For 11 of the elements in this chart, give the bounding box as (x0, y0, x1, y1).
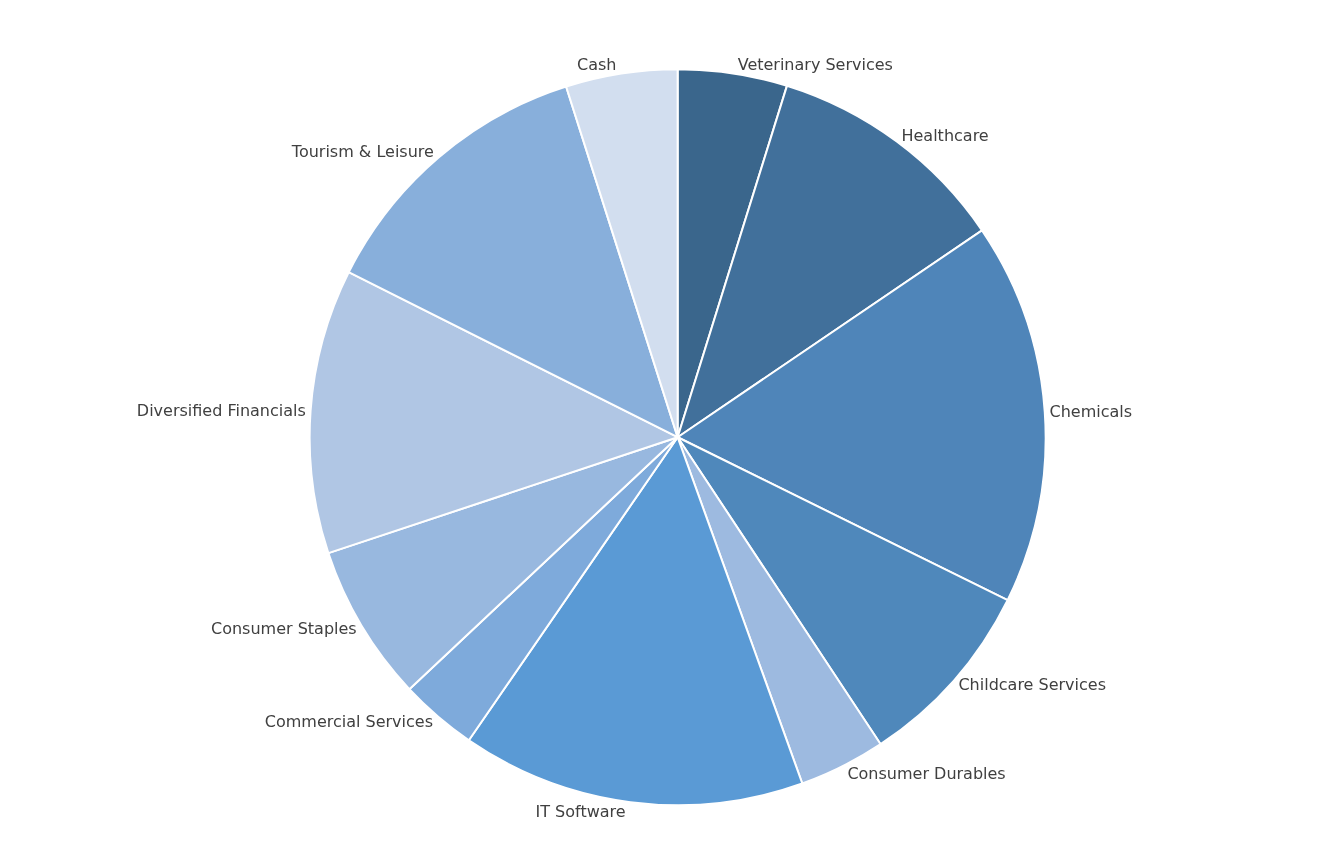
slice-label: Cash (577, 54, 617, 74)
slice-label: Diversified Financials (136, 401, 306, 421)
slice-label: Commercial Services (264, 712, 433, 732)
slice-label: Childcare Services (958, 675, 1107, 695)
slice-label: IT Software (535, 802, 626, 822)
slice-label: Tourism & Leisure (290, 142, 434, 162)
slice-label: Chemicals (1049, 402, 1133, 422)
slice-label: Consumer Staples (211, 618, 357, 638)
slice-label: Healthcare (901, 125, 989, 145)
slice-label: Consumer Durables (847, 764, 1006, 784)
slice-label: Veterinary Services (737, 54, 893, 74)
